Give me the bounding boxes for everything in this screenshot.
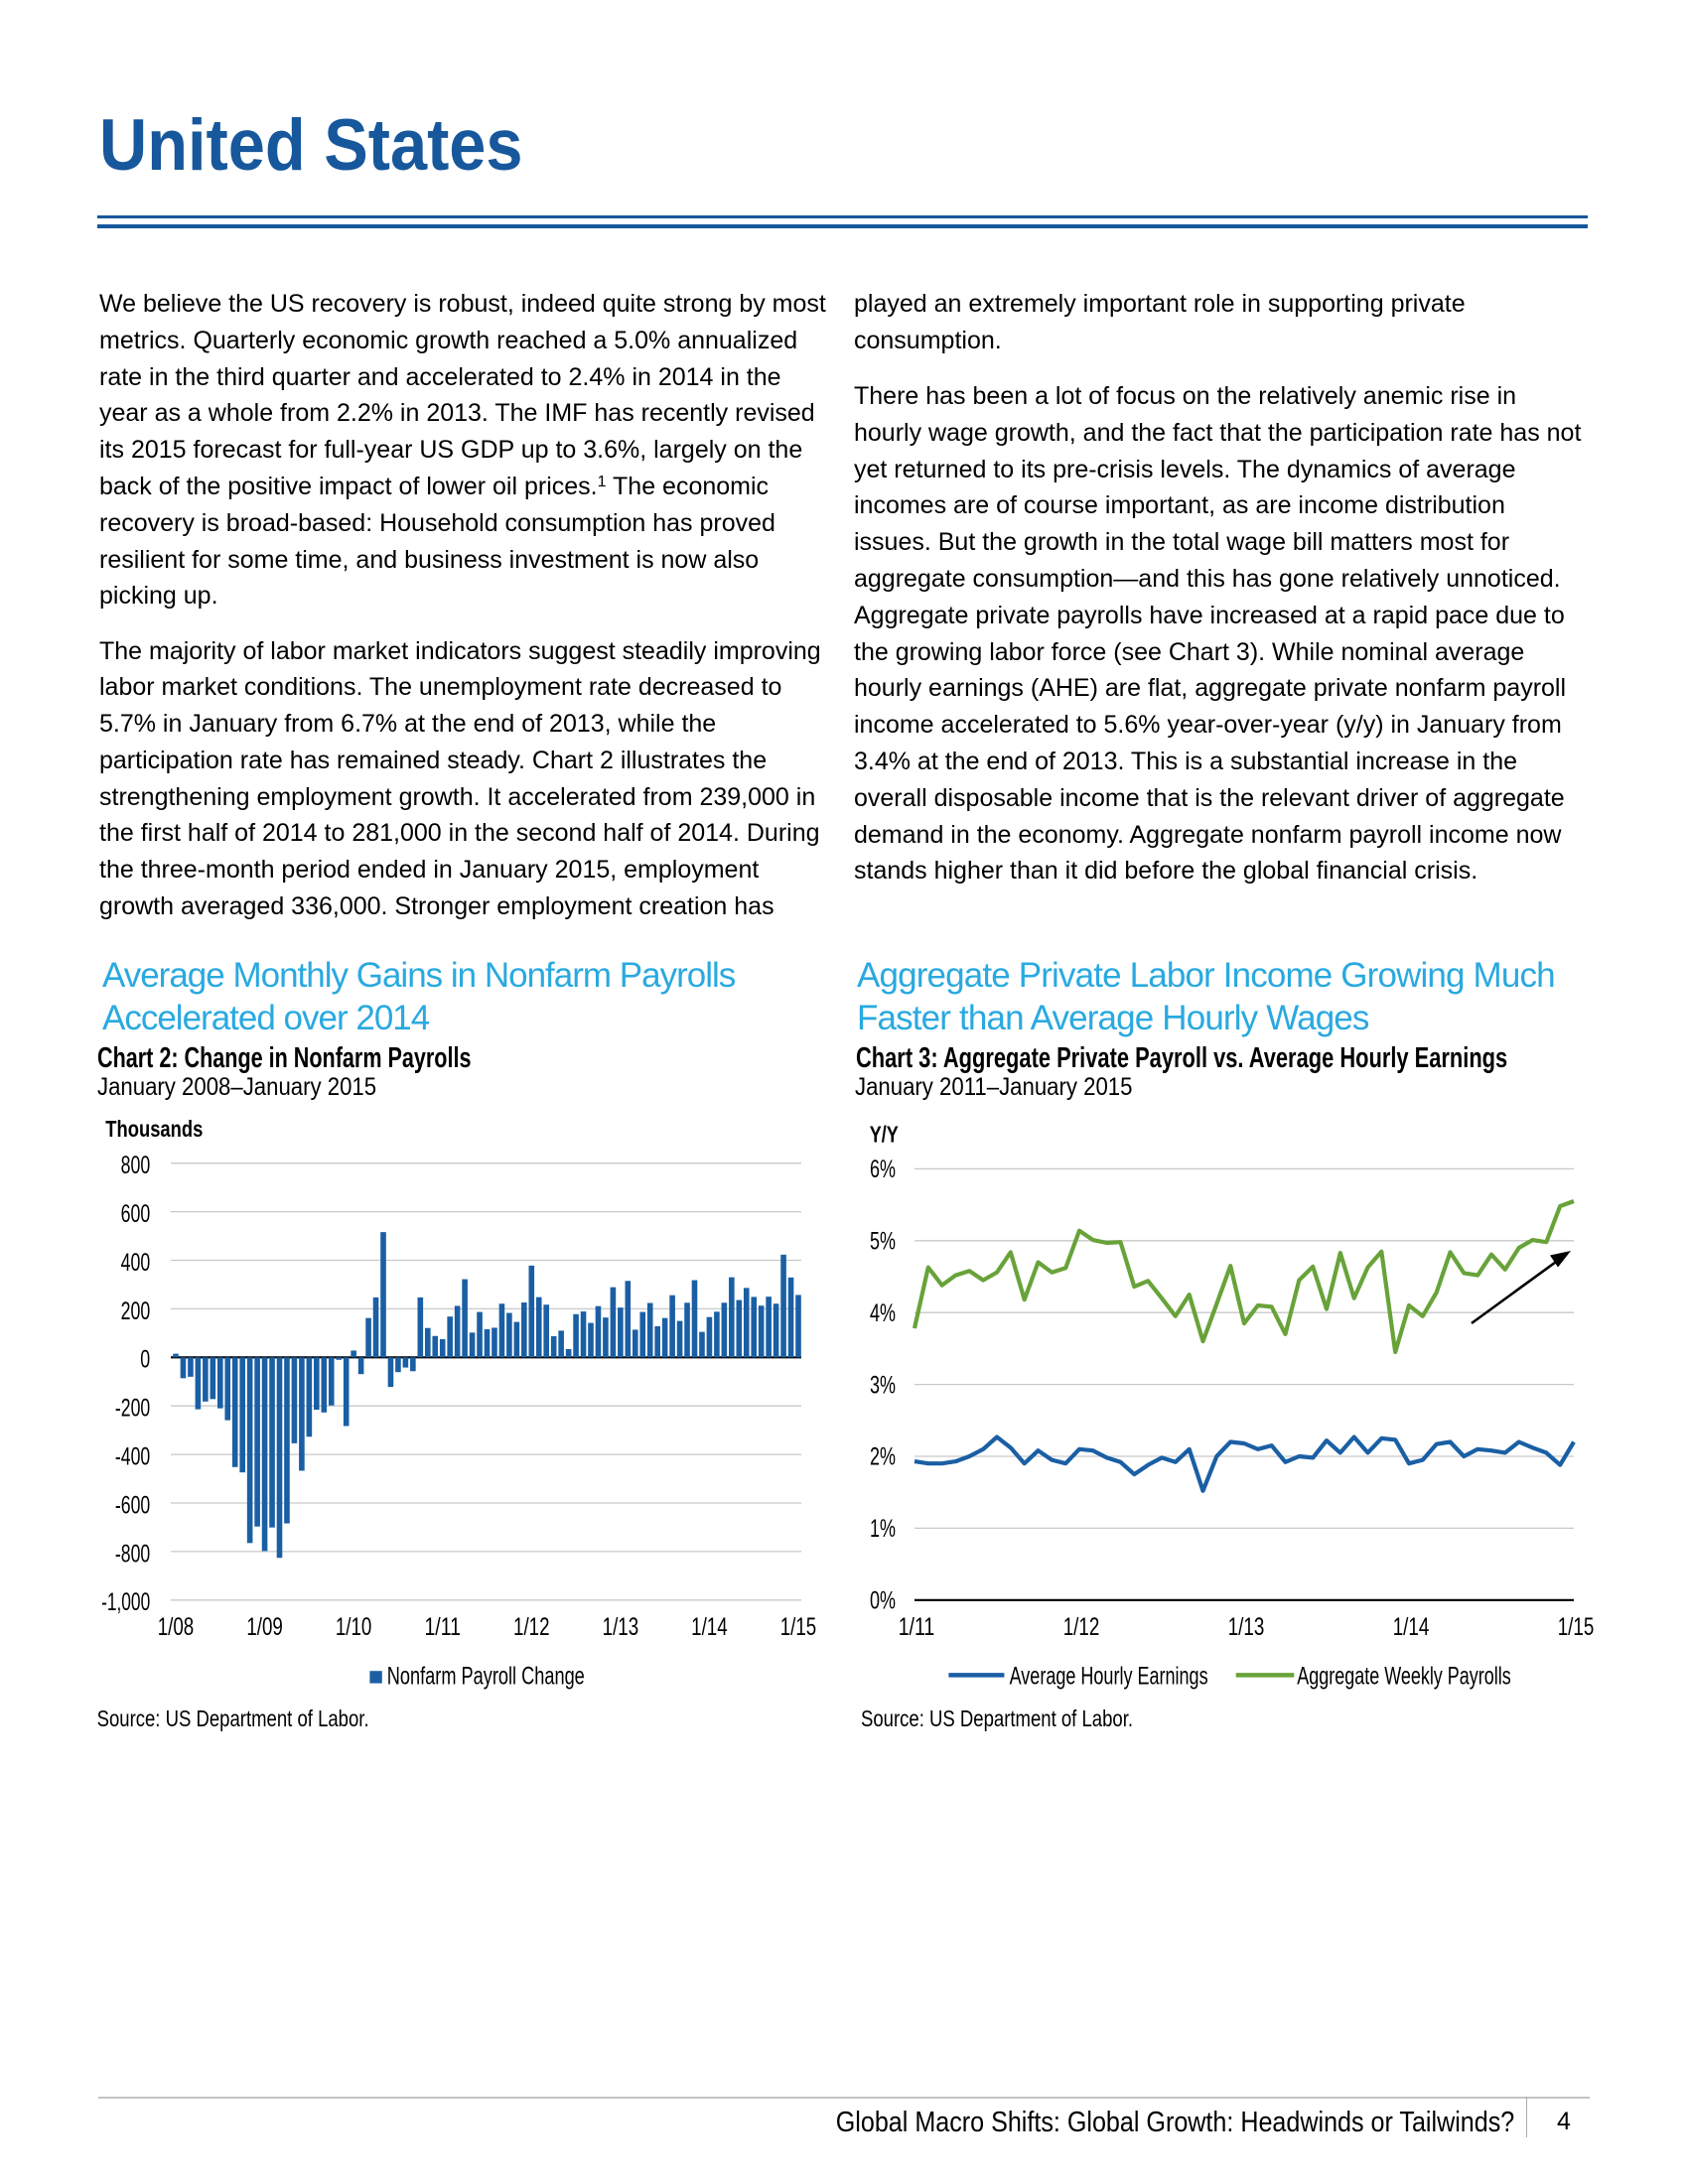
svg-text:-600: -600 (115, 1491, 150, 1519)
svg-text:-200: -200 (115, 1395, 150, 1423)
svg-text:1/15: 1/15 (780, 1613, 817, 1641)
svg-text:-800: -800 (115, 1540, 150, 1568)
svg-text:5%: 5% (870, 1228, 896, 1256)
svg-text:1/15: 1/15 (1558, 1613, 1595, 1641)
svg-text:800: 800 (121, 1152, 151, 1179)
svg-text:Y/Y: Y/Y (870, 1122, 899, 1148)
svg-text:0%: 0% (870, 1587, 896, 1615)
svg-text:1/13: 1/13 (1228, 1613, 1265, 1641)
svg-text:6%: 6% (870, 1156, 896, 1183)
svg-text:200: 200 (121, 1297, 151, 1325)
svg-text:Average Hourly Earnings: Average Hourly Earnings (1010, 1663, 1208, 1691)
svg-text:400: 400 (121, 1249, 151, 1277)
svg-text:-1,000: -1,000 (101, 1588, 150, 1616)
svg-text:1/08: 1/08 (158, 1613, 195, 1641)
svg-text:1/13: 1/13 (603, 1613, 639, 1641)
svg-text:-400: -400 (115, 1443, 150, 1471)
svg-text:1%: 1% (870, 1515, 896, 1543)
svg-text:Source: US Department of Labor: Source: US Department of Labor. (97, 1706, 369, 1731)
svg-text:600: 600 (121, 1200, 151, 1228)
svg-text:Thousands: Thousands (105, 1116, 203, 1142)
svg-text:Aggregate Weekly Payrolls: Aggregate Weekly Payrolls (1297, 1663, 1510, 1691)
svg-text:2%: 2% (870, 1443, 896, 1471)
svg-text:1/12: 1/12 (1063, 1613, 1100, 1641)
svg-text:1/11: 1/11 (424, 1613, 461, 1641)
svg-text:1/10: 1/10 (336, 1613, 372, 1641)
svg-text:Source: US Department of Labor: Source: US Department of Labor. (861, 1706, 1133, 1731)
svg-text:0: 0 (140, 1346, 150, 1374)
svg-text:1/11: 1/11 (899, 1613, 935, 1641)
svg-text:1/14: 1/14 (691, 1613, 728, 1641)
svg-text:1/12: 1/12 (513, 1613, 550, 1641)
svg-text:1/14: 1/14 (1393, 1613, 1430, 1641)
svg-text:Nonfarm Payroll Change: Nonfarm Payroll Change (387, 1662, 585, 1690)
svg-text:1/09: 1/09 (246, 1613, 283, 1641)
svg-text:3%: 3% (870, 1371, 896, 1399)
svg-text:4%: 4% (870, 1299, 896, 1327)
